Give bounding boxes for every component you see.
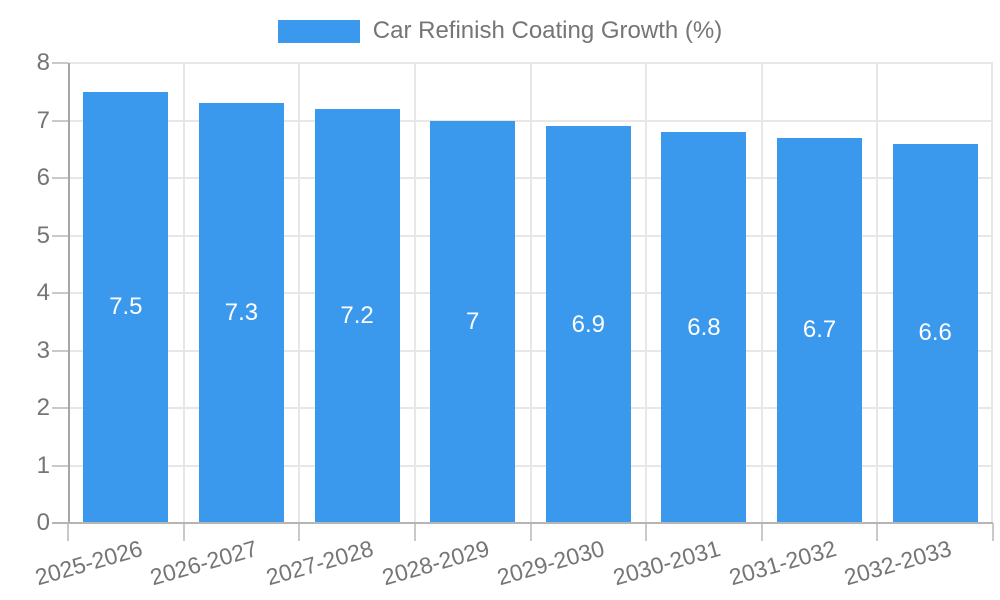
bar-value-label: 7.5: [109, 293, 143, 321]
y-tick-label: 5: [36, 221, 50, 249]
bar[interactable]: 7.5: [83, 91, 169, 523]
x-tick: [645, 523, 648, 541]
v-gridline: [876, 63, 879, 523]
y-tick-label: 8: [36, 49, 50, 76]
y-tick: [52, 292, 68, 294]
y-tick-label: 3: [36, 336, 50, 364]
v-gridline: [760, 63, 763, 523]
x-tick-label: 2030-2031: [610, 535, 724, 591]
bar-value-label: 6.8: [687, 313, 721, 341]
v-gridline: [413, 63, 416, 523]
bar-value-label: 7.3: [224, 299, 259, 327]
v-gridline: [991, 63, 993, 523]
v-gridline: [529, 63, 532, 523]
y-tick: [52, 62, 68, 64]
x-tick: [529, 523, 532, 541]
x-tick-label: 2026-2027: [147, 535, 261, 591]
x-tick: [298, 523, 301, 541]
bar[interactable]: 7.3: [198, 103, 284, 523]
x-tick: [876, 523, 879, 541]
bar[interactable]: 6.7: [777, 137, 863, 523]
y-tick-label: 7: [36, 106, 50, 134]
y-tick: [52, 234, 68, 237]
y-tick: [52, 119, 68, 122]
x-tick-label: 2025-2026: [32, 535, 145, 591]
y-tick-label: 6: [36, 164, 50, 191]
y-tick: [52, 464, 68, 467]
bar-value-label: 6.6: [918, 319, 952, 347]
y-tick-label: 1: [36, 451, 50, 479]
bar-value-label: 6.9: [571, 310, 605, 338]
legend-swatch[interactable]: [277, 19, 360, 43]
x-tick: [760, 523, 763, 541]
y-tick: [52, 349, 68, 352]
bar[interactable]: 6.6: [892, 143, 978, 523]
x-tick: [413, 523, 416, 541]
x-tick-label: 2032-2033: [841, 535, 955, 591]
bar[interactable]: 6.8: [661, 132, 747, 523]
x-axis-line: [52, 522, 993, 524]
y-tick-label: 4: [36, 279, 50, 306]
bar-value-label: 7: [466, 307, 480, 335]
v-gridline: [298, 63, 301, 523]
y-axis-line: [68, 63, 70, 523]
y-tick: [52, 407, 68, 409]
x-tick-label: 2028-2029: [378, 535, 492, 591]
legend[interactable]: Car Refinish Coating Growth (%): [0, 16, 1000, 46]
x-tick-label: 2027-2028: [263, 535, 377, 591]
y-tick-label: 2: [36, 394, 50, 421]
bar-value-label: 6.7: [802, 316, 837, 344]
x-tick-label: 2031-2032: [725, 535, 839, 591]
x-tick: [182, 523, 185, 541]
y-tick-label: 0: [36, 509, 50, 536]
x-tick: [992, 523, 994, 541]
v-gridline: [182, 63, 185, 523]
x-tick: [67, 523, 69, 541]
y-tick: [52, 177, 68, 179]
v-gridline: [645, 63, 648, 523]
bar[interactable]: 6.9: [545, 126, 631, 523]
legend-label[interactable]: Car Refinish Coating Growth (%): [372, 17, 723, 44]
x-tick-label: 2029-2030: [494, 535, 608, 591]
bar[interactable]: 7: [430, 120, 516, 523]
bar[interactable]: 7.2: [314, 109, 400, 523]
plot-area: 7.5 7.3 7.2 7 6.9 6.8 6.7 6.6: [68, 62, 993, 523]
bar-value-label: 7.2: [340, 302, 374, 329]
